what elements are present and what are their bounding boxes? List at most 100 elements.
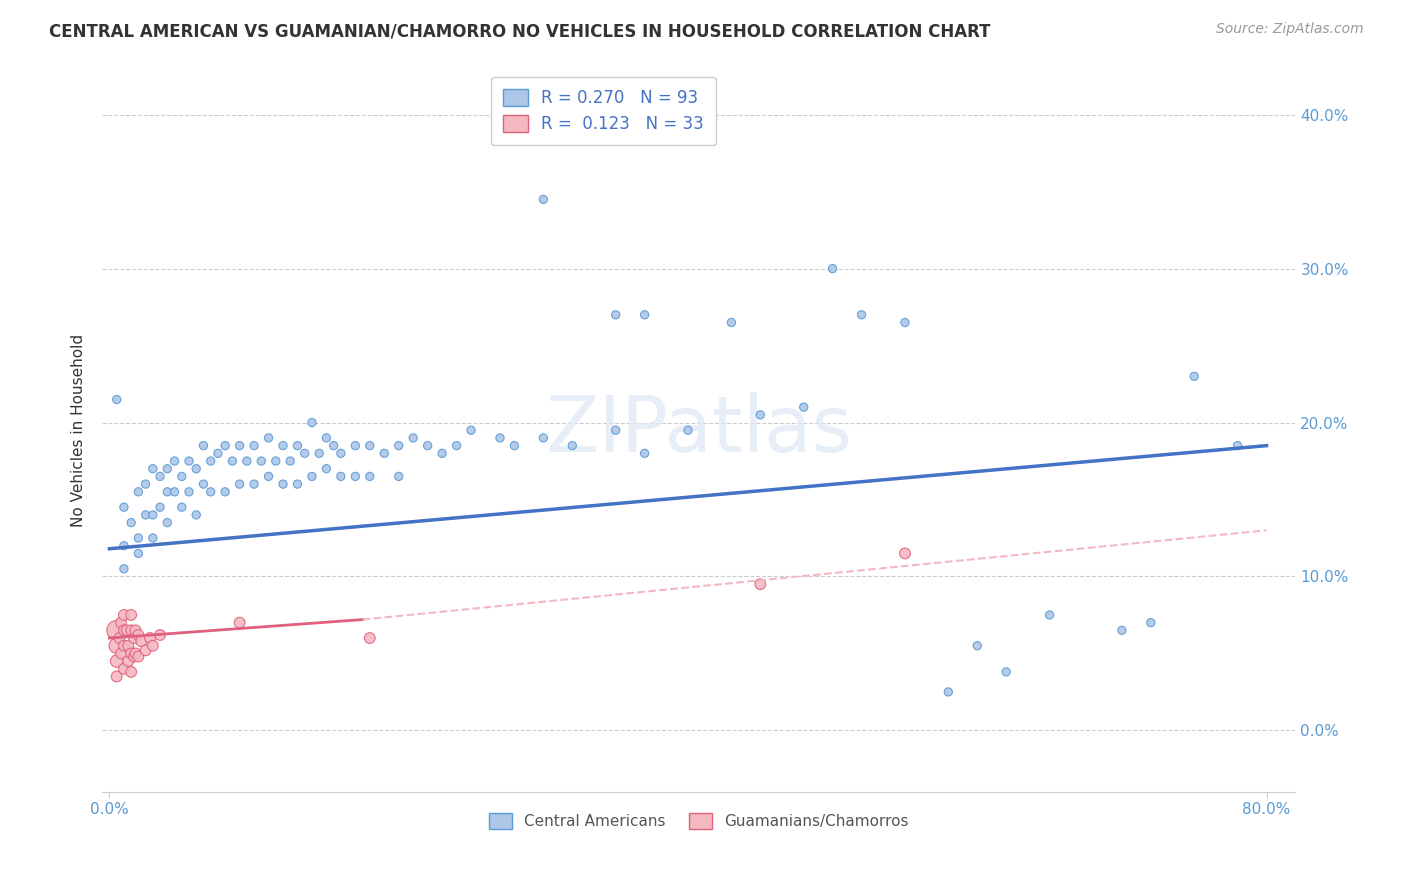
Point: [142, 531, 165, 545]
Point: [388, 469, 411, 483]
Point: [359, 469, 381, 483]
Point: [117, 654, 139, 668]
Point: [170, 500, 193, 515]
Point: [749, 408, 772, 422]
Point: [149, 628, 172, 642]
Point: [430, 446, 453, 460]
Point: [228, 439, 250, 453]
Point: [851, 308, 873, 322]
Point: [127, 531, 149, 545]
Point: [936, 685, 959, 699]
Point: [278, 454, 301, 468]
Point: [135, 643, 157, 657]
Point: [257, 431, 280, 445]
Point: [236, 454, 259, 468]
Point: [149, 469, 172, 483]
Point: [329, 469, 352, 483]
Point: [605, 308, 627, 322]
Point: [1140, 615, 1163, 630]
Point: [156, 516, 179, 530]
Point: [120, 624, 142, 638]
Point: [894, 546, 917, 560]
Point: [149, 500, 172, 515]
Point: [221, 454, 243, 468]
Point: [322, 439, 344, 453]
Point: [120, 516, 142, 530]
Point: [124, 624, 146, 638]
Point: [271, 477, 294, 491]
Point: [127, 484, 149, 499]
Point: [122, 631, 145, 645]
Point: [388, 439, 411, 453]
Point: [135, 477, 157, 491]
Point: [344, 439, 367, 453]
Point: [112, 624, 135, 638]
Point: [308, 446, 330, 460]
Legend: Central Americans, Guamanians/Chamorros: Central Americans, Guamanians/Chamorros: [484, 806, 914, 835]
Point: [186, 508, 208, 522]
Point: [207, 446, 229, 460]
Point: [271, 439, 294, 453]
Point: [105, 392, 128, 407]
Point: [301, 469, 323, 483]
Point: [135, 508, 157, 522]
Point: [373, 446, 395, 460]
Point: [170, 469, 193, 483]
Point: [124, 647, 146, 661]
Point: [416, 439, 439, 453]
Point: [120, 647, 142, 661]
Point: [605, 423, 627, 437]
Point: [561, 439, 583, 453]
Point: [793, 400, 815, 414]
Point: [966, 639, 988, 653]
Point: [294, 446, 316, 460]
Point: [122, 649, 145, 664]
Point: [163, 454, 186, 468]
Point: [287, 439, 309, 453]
Point: [163, 484, 186, 499]
Y-axis label: No Vehicles in Household: No Vehicles in Household: [72, 334, 86, 527]
Point: [1226, 439, 1249, 453]
Point: [156, 484, 179, 499]
Point: [186, 461, 208, 475]
Point: [264, 454, 287, 468]
Point: [228, 477, 250, 491]
Point: [633, 446, 655, 460]
Point: [112, 639, 135, 653]
Point: [315, 431, 337, 445]
Point: [344, 469, 367, 483]
Point: [228, 615, 250, 630]
Point: [995, 665, 1018, 679]
Point: [503, 439, 526, 453]
Point: [200, 454, 222, 468]
Point: [894, 316, 917, 330]
Point: [214, 439, 236, 453]
Point: [446, 439, 468, 453]
Point: [531, 192, 554, 206]
Point: [127, 546, 149, 560]
Point: [531, 431, 554, 445]
Point: [821, 261, 844, 276]
Point: [359, 439, 381, 453]
Point: [120, 607, 142, 622]
Point: [105, 654, 128, 668]
Point: [156, 461, 179, 475]
Point: [359, 631, 381, 645]
Point: [112, 662, 135, 676]
Point: [402, 431, 425, 445]
Point: [117, 639, 139, 653]
Point: [301, 416, 323, 430]
Point: [127, 649, 149, 664]
Point: [142, 639, 165, 653]
Point: [115, 624, 138, 638]
Point: [1111, 624, 1133, 638]
Text: ZIPatlas: ZIPatlas: [546, 392, 852, 468]
Point: [287, 477, 309, 491]
Point: [749, 577, 772, 591]
Point: [329, 446, 352, 460]
Point: [489, 431, 512, 445]
Point: [257, 469, 280, 483]
Point: [127, 628, 149, 642]
Point: [193, 477, 215, 491]
Point: [105, 639, 128, 653]
